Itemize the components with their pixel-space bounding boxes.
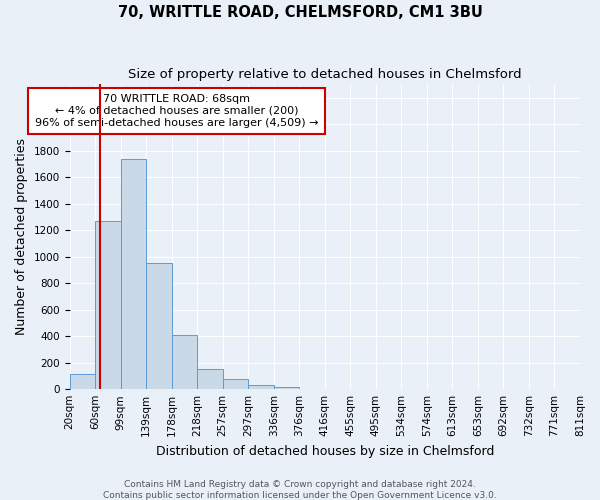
Bar (172, 335, 197, 389)
Text: 70 WRITTLE ROAD: 68sqm
← 4% of detached houses are smaller (200)
96% of semi-det: 70 WRITTLE ROAD: 68sqm ← 4% of detached … (35, 94, 319, 128)
Bar (223, 379, 248, 389)
X-axis label: Distribution of detached houses by size in Chelmsford: Distribution of detached houses by size … (155, 444, 494, 458)
Text: 70, WRITTLE ROAD, CHELMSFORD, CM1 3BU: 70, WRITTLE ROAD, CHELMSFORD, CM1 3BU (118, 5, 482, 20)
Bar (95, 221, 121, 389)
Bar (121, 158, 146, 389)
Y-axis label: Number of detached properties: Number of detached properties (15, 138, 28, 336)
Bar (248, 384, 274, 389)
Bar (146, 264, 172, 389)
Bar (70, 374, 95, 389)
Bar (274, 386, 299, 389)
Bar (197, 370, 223, 389)
Title: Size of property relative to detached houses in Chelmsford: Size of property relative to detached ho… (128, 68, 521, 80)
Text: Contains HM Land Registry data © Crown copyright and database right 2024.
Contai: Contains HM Land Registry data © Crown c… (103, 480, 497, 500)
